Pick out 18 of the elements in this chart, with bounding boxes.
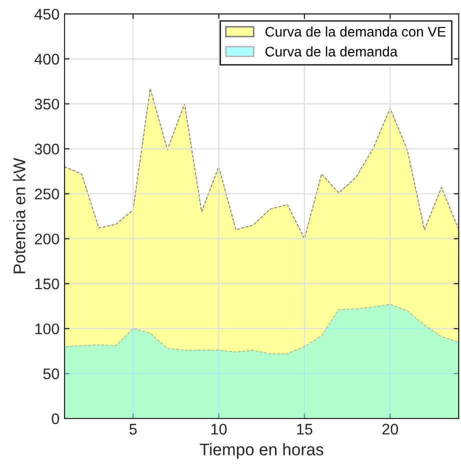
x-tick-label: 15 bbox=[297, 424, 312, 435]
y-axis-title: Potencia en kW bbox=[13, 158, 26, 274]
y-tick-label: 50 bbox=[43, 368, 60, 380]
y-tick-label: 300 bbox=[34, 144, 60, 154]
legend-label: Curva de la demanda con VE bbox=[265, 26, 446, 37]
y-tick-label: 200 bbox=[34, 234, 60, 244]
y-tick-label: 450 bbox=[34, 8, 60, 20]
y-tick-label: 350 bbox=[34, 98, 60, 110]
y-tick-label: 100 bbox=[35, 323, 60, 334]
x-tick-label: 20 bbox=[382, 424, 398, 435]
x-tick-label: 10 bbox=[211, 424, 227, 435]
y-tick-label: 400 bbox=[34, 54, 60, 65]
y-tick-label: 0 bbox=[52, 413, 60, 424]
x-axis-title: Tiempo en horas bbox=[200, 443, 324, 459]
y-tick-label: 150 bbox=[35, 278, 60, 290]
x-tick-label: 5 bbox=[129, 424, 137, 435]
y-tick-label: 250 bbox=[34, 188, 60, 200]
legend-label: Curva de la demanda bbox=[265, 46, 398, 57]
